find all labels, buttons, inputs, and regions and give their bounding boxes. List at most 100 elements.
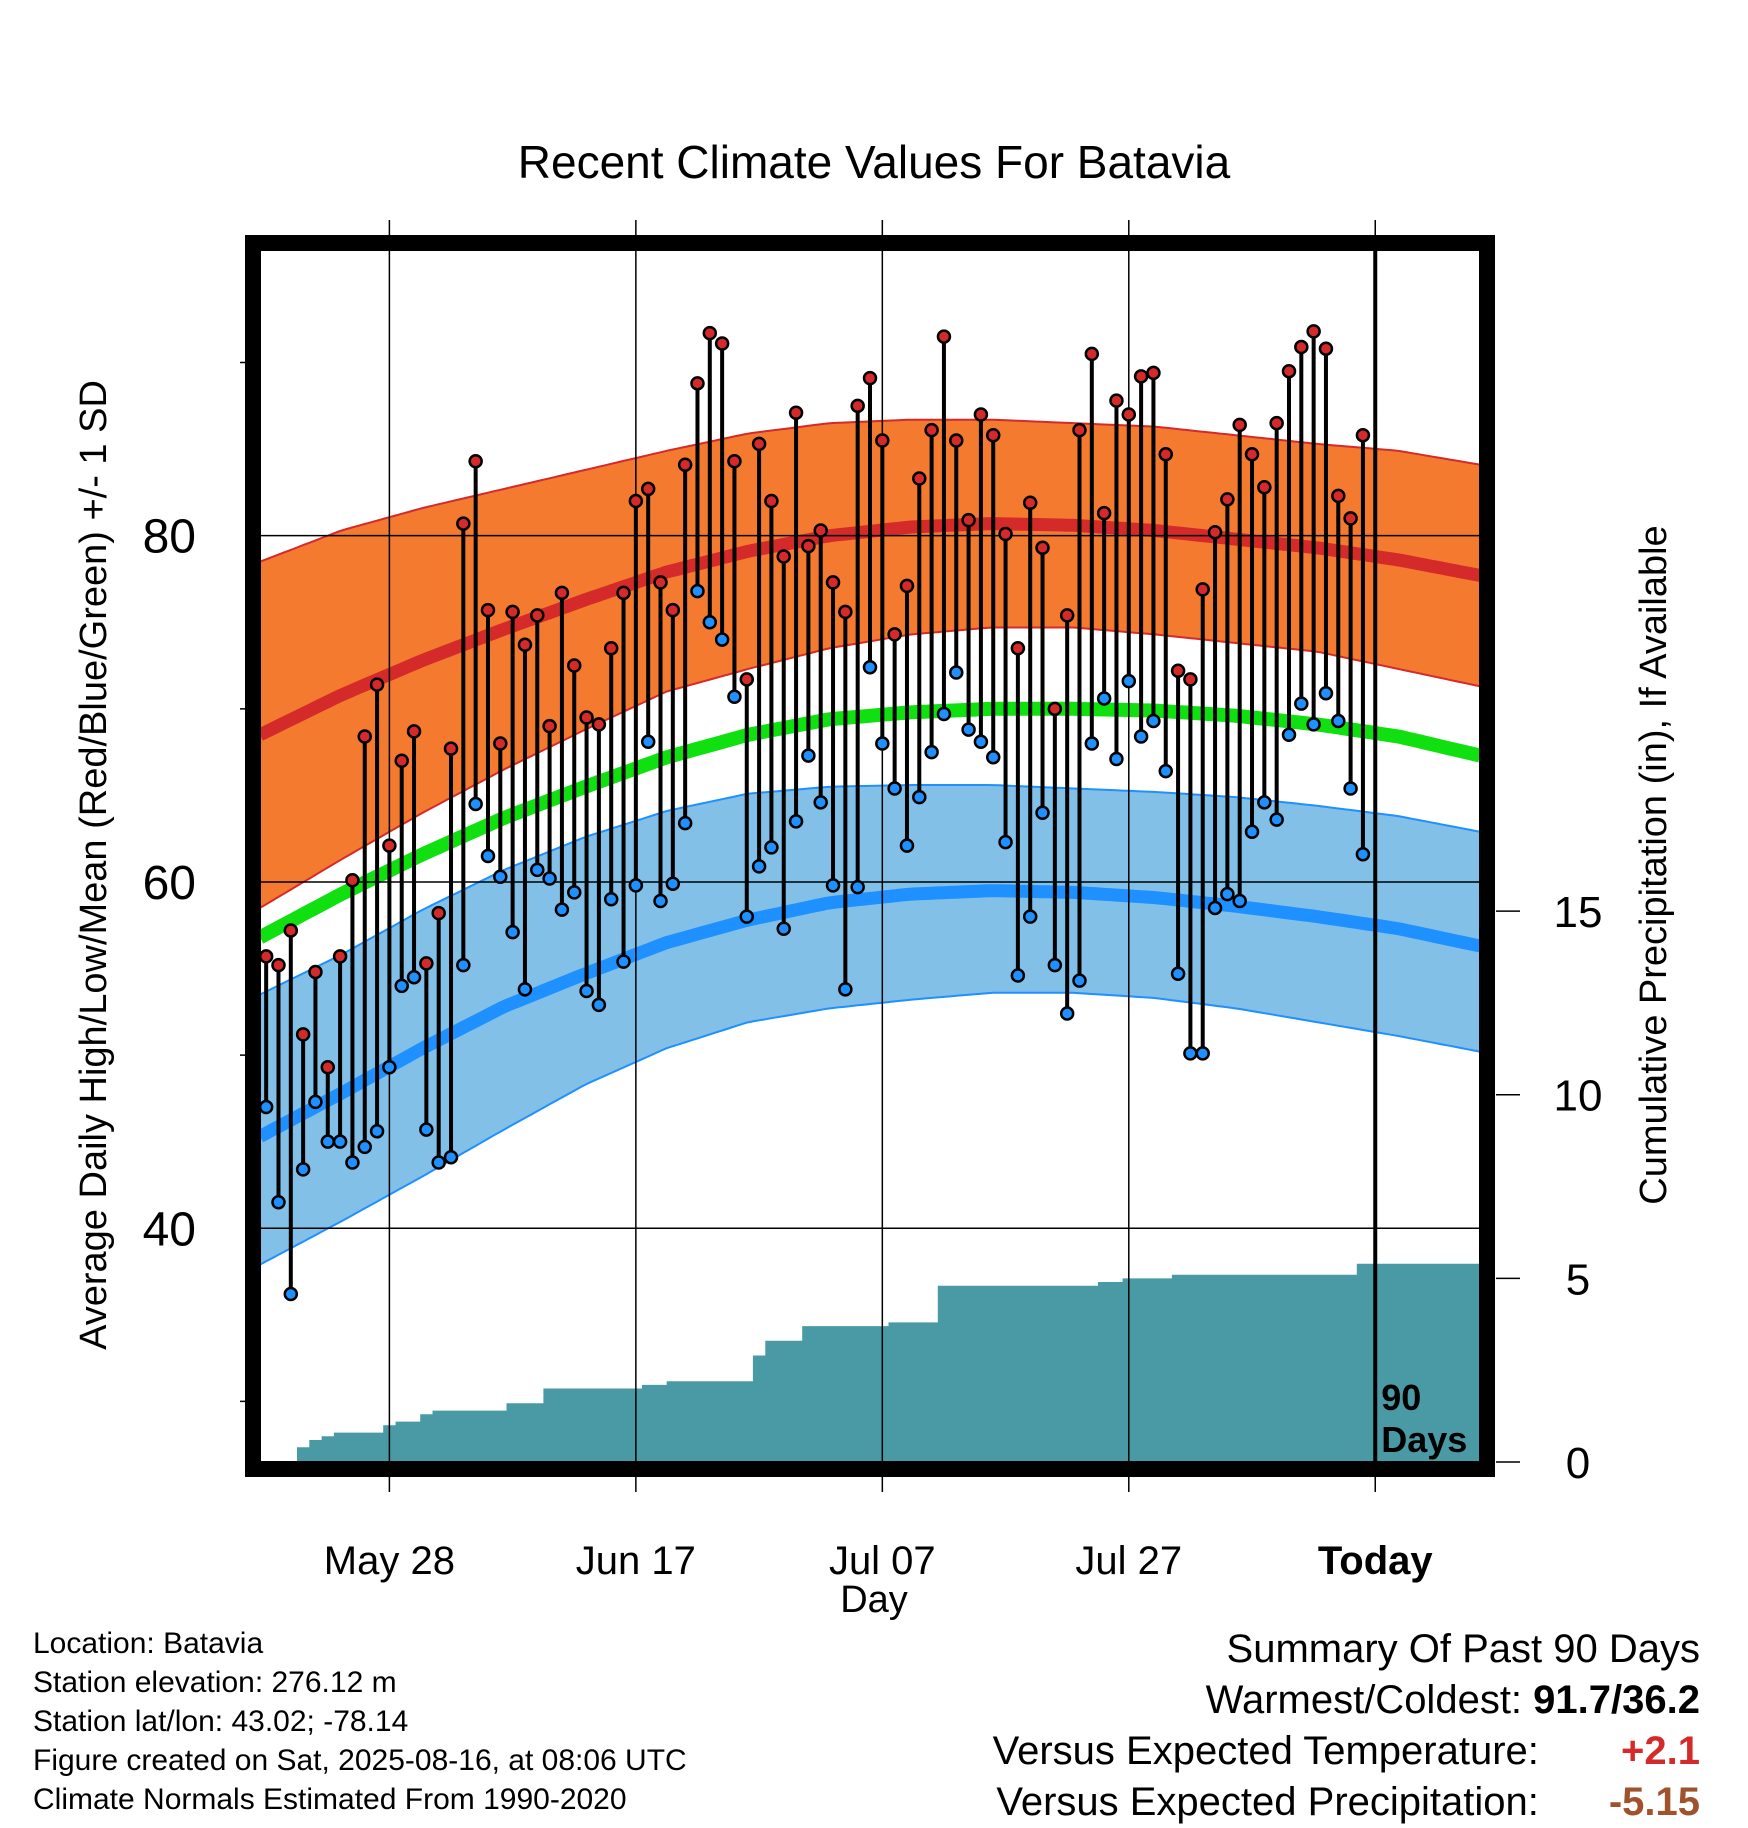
- daily-low-point: [1244, 824, 1260, 840]
- daily-high-point: [406, 724, 422, 739]
- station-info: Location: Batavia Station elevation: 276…: [33, 1624, 687, 1819]
- daily-high-point: [1318, 341, 1334, 356]
- daily-low-point: [394, 978, 409, 994]
- daily-high-point: [542, 718, 557, 734]
- daily-low-point: [308, 1094, 323, 1110]
- daily-high-point: [1084, 346, 1100, 362]
- daily-low-point: [603, 892, 619, 907]
- daily-high-point: [419, 956, 434, 971]
- daily-high-point: [1294, 339, 1309, 355]
- daily-high-point: [985, 428, 1001, 443]
- daily-high-point: [936, 329, 952, 344]
- y-tick-label: 80: [143, 511, 196, 564]
- daily-low-point: [1257, 795, 1272, 810]
- daily-low-point: [1220, 886, 1235, 902]
- daily-high-point: [640, 481, 656, 497]
- y2-tick-label: 10: [1554, 1072, 1603, 1121]
- daily-low-point: [332, 1134, 348, 1149]
- daily-high-point: [1022, 495, 1038, 511]
- daily-low-point: [727, 689, 742, 704]
- daily-high-point: [1072, 422, 1087, 438]
- daily-low-point: [714, 632, 730, 647]
- daily-high-point: [332, 949, 348, 964]
- daily-low-point: [591, 997, 607, 1013]
- x-tick-label: Jul 27: [1075, 1539, 1182, 1583]
- y-axis-label: Average Daily High/Low/Mean (Red/Blue/Gr…: [73, 380, 115, 1350]
- daily-low-point: [813, 795, 828, 810]
- y2-axis-label: Cumulative Precipitation (in), If Availa…: [1633, 525, 1675, 1204]
- daily-high-point: [566, 658, 582, 673]
- daily-high-point: [653, 575, 668, 590]
- precip-area: [260, 1263, 1480, 1462]
- daily-low-point: [320, 1134, 336, 1149]
- daily-low-point: [1331, 713, 1346, 729]
- daily-high-point: [1281, 363, 1297, 379]
- daily-high-point: [912, 471, 927, 486]
- daily-low-point: [862, 660, 878, 675]
- daily-high-point: [739, 672, 755, 687]
- daily-high-point: [1220, 492, 1235, 507]
- created-text: Figure created on Sat, 2025-08-16, at 08…: [33, 1744, 687, 1777]
- daily-high-point: [1170, 663, 1186, 678]
- daily-low-point: [1355, 847, 1371, 862]
- daily-low-point: [838, 982, 853, 997]
- daily-low-point: [1047, 957, 1063, 973]
- daily-high-point: [1059, 608, 1075, 623]
- daily-low-point: [443, 1150, 459, 1165]
- daily-low-point: [579, 983, 594, 999]
- daily-low-point: [530, 862, 545, 878]
- warmest-label: Warmest/Coldest:: [1205, 1678, 1523, 1722]
- daily-high-point: [1355, 428, 1371, 443]
- daily-low-point: [480, 848, 496, 864]
- daily-high-point: [308, 964, 323, 980]
- daily-high-point: [714, 336, 730, 351]
- daily-low-point: [283, 1286, 299, 1302]
- daily-high-point: [591, 717, 607, 732]
- daily-low-point: [554, 902, 570, 917]
- y-tick-label: 40: [143, 1203, 196, 1256]
- daily-low-point: [1195, 1046, 1210, 1061]
- daily-high-point: [616, 585, 631, 601]
- high-sd-band: [260, 419, 1480, 908]
- daily-low-point: [369, 1124, 385, 1139]
- daily-low-point: [1183, 1046, 1198, 1061]
- y2-tick-label: 5: [1566, 1255, 1590, 1304]
- daily-low-point: [677, 815, 693, 831]
- daily-low-point: [1096, 691, 1112, 706]
- x-tick-label: Jul 07: [829, 1539, 936, 1583]
- daily-high-point: [899, 578, 915, 594]
- daily-low-point: [1207, 900, 1223, 916]
- normals-text: Climate Normals Estimated From 1990-2020: [33, 1783, 627, 1816]
- daily-high-point: [530, 608, 545, 623]
- daily-high-point: [1109, 393, 1124, 408]
- daily-high-point: [628, 493, 644, 509]
- plot-frame: [245, 235, 1495, 1477]
- daily-high-point: [603, 640, 619, 656]
- daily-low-point: [419, 1122, 434, 1137]
- daily-low-point: [801, 748, 816, 763]
- daily-high-point: [887, 627, 902, 642]
- elevation-text: Station elevation: 276.12 m: [33, 1666, 397, 1699]
- daily-high-point: [1183, 672, 1198, 687]
- daily-high-point: [727, 453, 742, 469]
- daily-high-point: [1121, 407, 1137, 422]
- daily-low-point: [788, 814, 804, 829]
- daily-low-point: [345, 1155, 360, 1170]
- daily-low-point: [505, 924, 520, 940]
- daily-low-point: [295, 1162, 311, 1177]
- daily-low-point: [936, 706, 952, 722]
- daily-low-point: [517, 982, 533, 997]
- daily-low-point: [739, 909, 755, 924]
- daily-high-point: [862, 370, 878, 386]
- temp-row: Versus Expected Temperature: +2.1: [993, 1726, 1700, 1777]
- daily-low-point: [271, 1195, 286, 1210]
- daily-high-point: [764, 493, 779, 509]
- x-tick-label: Today: [1318, 1539, 1434, 1583]
- daily-high-point: [369, 677, 385, 692]
- daily-high-point: [271, 957, 286, 973]
- daily-low-point: [1146, 713, 1161, 729]
- daily-low-point: [985, 750, 1001, 765]
- daily-high-point: [1331, 488, 1346, 504]
- daily-high-point: [850, 398, 865, 414]
- daily-high-point: [1035, 540, 1050, 556]
